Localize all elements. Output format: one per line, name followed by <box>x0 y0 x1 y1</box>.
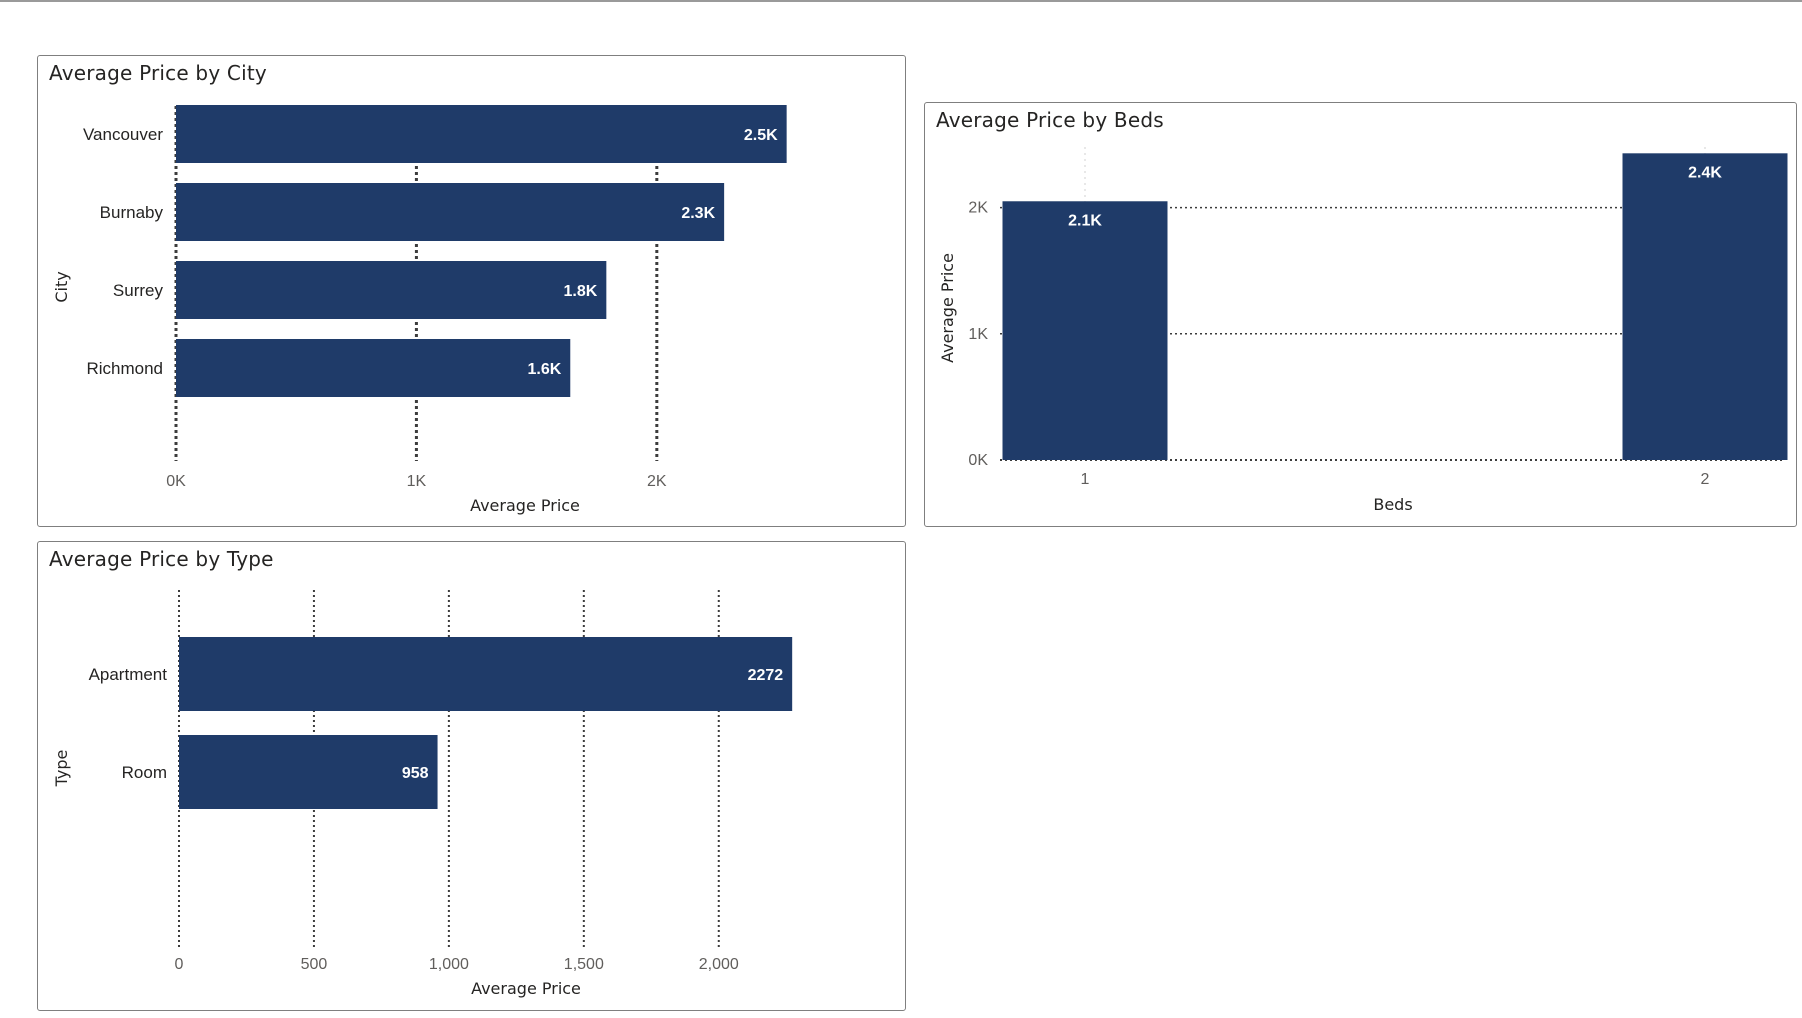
category-label: 2 <box>1701 471 1710 488</box>
data-label: 2272 <box>748 667 784 684</box>
bar <box>176 261 607 319</box>
y-tick-label: 1K <box>968 326 988 343</box>
bar <box>1622 153 1788 460</box>
data-label: 2.4K <box>1688 164 1722 181</box>
chart-panel-beds[interactable]: Average Price by Beds 1 2 2.1K 2.4K 0K 1K 2K… <box>924 102 1797 527</box>
y-tick-label: 0K <box>968 452 988 469</box>
data-label: 2.3K <box>681 205 715 222</box>
data-label: 2.5K <box>744 127 778 144</box>
x-axis-title: Average Price <box>471 979 581 998</box>
data-label: 1.6K <box>527 361 561 378</box>
category-label: Richmond <box>86 359 163 378</box>
category-label: Apartment <box>89 665 168 684</box>
bar <box>176 183 725 241</box>
chart-title: Average Price by City <box>49 61 267 85</box>
chart-title: Average Price by Beds <box>936 108 1164 132</box>
bar <box>179 637 793 711</box>
x-tick-label: 1,500 <box>564 956 604 973</box>
x-tick-label: 1,000 <box>429 956 469 973</box>
category-label: Burnaby <box>100 203 164 222</box>
x-tick-label: 1K <box>407 473 427 490</box>
y-axis-title: City <box>52 271 71 302</box>
x-tick-label: 2K <box>647 473 667 490</box>
y-axis-title: Average Price <box>938 253 957 363</box>
bar <box>176 339 571 397</box>
category-label: 1 <box>1081 471 1090 488</box>
chart-title: Average Price by Type <box>49 547 274 571</box>
top-divider <box>0 0 1802 2</box>
data-label: 1.8K <box>564 283 598 300</box>
x-tick-label: 0K <box>166 473 186 490</box>
column-chart-beds: 1 2 2.1K 2.4K 0K 1K 2K Beds Average Price <box>938 147 1788 514</box>
bar <box>179 735 438 809</box>
data-label: 958 <box>402 765 429 782</box>
bar-chart-city: Vancouver Burnaby Surrey Richmond 2.5K 2.3K 1… <box>52 105 787 515</box>
x-tick-label: 500 <box>301 956 328 973</box>
category-label: Vancouver <box>83 125 163 144</box>
bar-chart-type: Apartment Room 2272 958 0 500 1,000 1,500 2,00… <box>52 590 793 998</box>
data-label: 2.1K <box>1068 212 1102 229</box>
y-tick-label: 2K <box>968 200 988 217</box>
bar <box>176 105 787 163</box>
x-axis-title: Average Price <box>470 496 580 515</box>
y-axis-title: Type <box>52 750 71 788</box>
chart-panel-type[interactable]: Average Price by Type Apartment Room 2272… <box>37 541 906 1011</box>
chart-panel-city[interactable]: Average Price by City Vancouver Burnaby Su… <box>37 55 906 527</box>
category-label: Surrey <box>113 281 164 300</box>
x-tick-label: 0 <box>175 956 184 973</box>
bar <box>1002 201 1168 460</box>
x-tick-label: 2,000 <box>699 956 739 973</box>
category-label: Room <box>122 763 167 782</box>
x-axis-title: Beds <box>1373 495 1412 514</box>
